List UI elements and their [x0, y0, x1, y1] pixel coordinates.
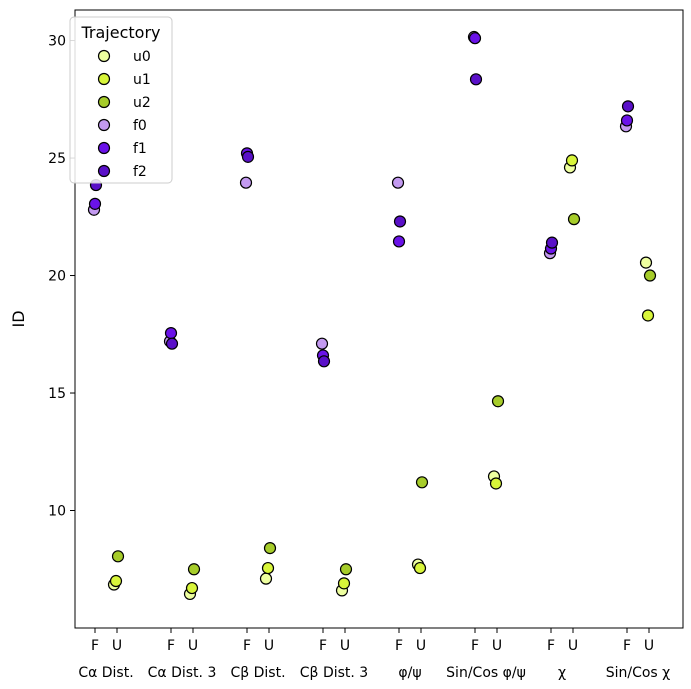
legend-label-u1: u1 — [133, 72, 151, 88]
x-group-label: Cβ Dist. 3 — [300, 665, 368, 681]
x-tick-label: U — [112, 638, 122, 654]
x-tick-label: U — [264, 638, 274, 654]
legend-marker-u1 — [97, 72, 111, 86]
legend-label-f1: f1 — [133, 141, 147, 157]
x-tick-label: U — [416, 638, 426, 654]
x-tick-label: F — [547, 638, 555, 654]
data-point-u2 — [339, 563, 353, 576]
x-group-label: Cα Dist. — [78, 665, 133, 681]
data-point-u2 — [415, 476, 429, 489]
legend: Trajectory u0 u1 u2 f0 f1 f2 — [69, 16, 173, 184]
data-point-f0 — [391, 176, 405, 189]
data-point-u1 — [337, 577, 351, 590]
legend-title: Trajectory — [81, 23, 161, 42]
x-group-label: Cα Dist. 3 — [148, 665, 217, 681]
data-point-u2 — [491, 395, 505, 408]
data-point-u1 — [641, 309, 655, 322]
data-point-f2 — [545, 236, 559, 249]
y-tick-label: 20 — [48, 269, 66, 285]
y-tick-label: 10 — [48, 504, 66, 520]
data-point-u2 — [643, 269, 657, 282]
data-points — [87, 30, 657, 601]
x-group-label: Sin/Cos χ — [606, 665, 671, 681]
data-point-u1 — [185, 581, 199, 595]
legend-box — [69, 16, 173, 184]
legend-label-f2: f2 — [133, 164, 147, 180]
x-tick-label: F — [471, 638, 479, 654]
x-tick-label: F — [243, 638, 251, 654]
legend-marker-f1 — [97, 141, 111, 155]
data-point-u2 — [263, 542, 277, 555]
data-point-f2 — [621, 100, 635, 113]
data-point-u0 — [639, 256, 653, 269]
x-tick-label: F — [167, 638, 175, 654]
data-point-u2 — [567, 213, 581, 226]
data-point-u2 — [111, 550, 125, 563]
x-tick-label: U — [568, 638, 578, 654]
legend-marker-u2 — [97, 95, 111, 109]
data-point-u0 — [259, 572, 273, 585]
data-point-f1 — [620, 114, 634, 127]
data-point-f2 — [469, 73, 483, 86]
x-tick-label: F — [319, 638, 327, 654]
y-axis-label: ID — [9, 310, 28, 327]
legend-marker-f2 — [97, 164, 111, 178]
data-point-u1 — [261, 561, 275, 575]
data-point-u1 — [489, 477, 503, 490]
x-tick-label: F — [395, 638, 403, 654]
x-tick-label: U — [340, 638, 350, 654]
x-axis: F UCα Dist.F UCα Dist. 3F UCβ Dist.F UCβ Dis… — [78, 628, 670, 681]
legend-label-f0: f0 — [133, 118, 147, 134]
x-tick-label: U — [492, 638, 502, 654]
data-point-f1 — [468, 32, 482, 45]
x-tick-label: U — [644, 638, 654, 654]
x-tick-label: U — [188, 638, 198, 654]
legend-marker-f0 — [97, 118, 111, 132]
data-point-f2 — [165, 337, 179, 350]
data-point-f0 — [315, 337, 329, 350]
x-group-label: χ — [558, 665, 566, 681]
data-point-f2 — [317, 355, 331, 368]
data-point-f2 — [393, 215, 407, 228]
y-tick-label: 30 — [48, 34, 66, 50]
data-point-f1 — [392, 235, 406, 248]
legend-label-u0: u0 — [133, 49, 151, 65]
data-point-f1 — [88, 197, 102, 210]
data-point-u1 — [565, 154, 579, 167]
x-group-label: Sin/Cos φ/ψ — [446, 665, 526, 681]
data-point-f2 — [241, 150, 255, 163]
data-point-f1 — [164, 326, 178, 340]
y-tick-label: 25 — [48, 151, 66, 167]
data-point-u2 — [187, 563, 201, 576]
x-tick-label: F — [623, 638, 631, 654]
x-tick-label: F — [91, 638, 99, 654]
x-group-label: Cβ Dist. — [230, 665, 285, 681]
data-point-u1 — [413, 561, 427, 575]
data-point-f0 — [239, 176, 253, 189]
plot-frame — [74, 9, 684, 629]
x-group-label: φ/ψ — [398, 665, 421, 681]
data-point-u1 — [109, 574, 123, 588]
y-tick-label: 15 — [48, 386, 66, 402]
legend-marker-u0 — [97, 49, 111, 63]
legend-label-u2: u2 — [133, 95, 151, 111]
